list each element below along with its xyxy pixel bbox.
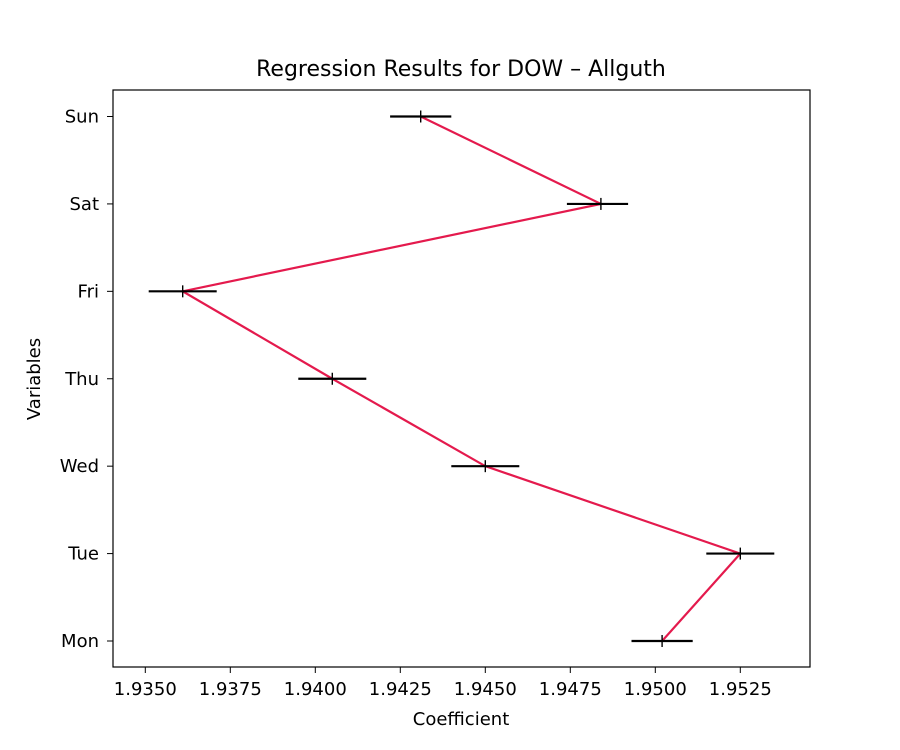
confidence-intervals bbox=[148, 110, 775, 647]
x-axis-ticks: 1.9350 1.9375 1.9400 1.9425 1.9450 1.9475 1.95… bbox=[114, 667, 772, 700]
coefficient-series bbox=[179, 115, 743, 642]
y-axis-label: Variables bbox=[24, 338, 45, 420]
plot-area bbox=[112, 89, 811, 668]
x-tick-label: 1.9375 bbox=[199, 679, 262, 700]
y-tick-label: Mon bbox=[61, 631, 99, 652]
y-tick-label: Sat bbox=[69, 194, 99, 215]
y-tick-label: Thu bbox=[64, 369, 99, 390]
y-tick-label: Sun bbox=[65, 107, 99, 128]
x-tick-label: 1.9450 bbox=[454, 679, 517, 700]
x-tick-label: 1.9425 bbox=[369, 679, 432, 700]
chart-title: Regression Results for DOW – Allguth bbox=[256, 57, 666, 82]
y-axis-ticks: Mon Tue Wed Thu Fri Sat Sun bbox=[60, 107, 113, 652]
x-tick-label: 1.9525 bbox=[709, 679, 772, 700]
x-tick-label: 1.9500 bbox=[624, 679, 687, 700]
y-tick-label: Wed bbox=[60, 456, 99, 477]
x-tick-label: 1.9350 bbox=[114, 679, 177, 700]
y-tick-label: Tue bbox=[67, 544, 99, 565]
x-tick-label: 1.9400 bbox=[284, 679, 347, 700]
x-tick-label: 1.9475 bbox=[539, 679, 602, 700]
y-tick-label: Fri bbox=[78, 281, 99, 302]
coefficient-line bbox=[179, 115, 743, 642]
x-axis-label: Coefficient bbox=[413, 709, 510, 730]
